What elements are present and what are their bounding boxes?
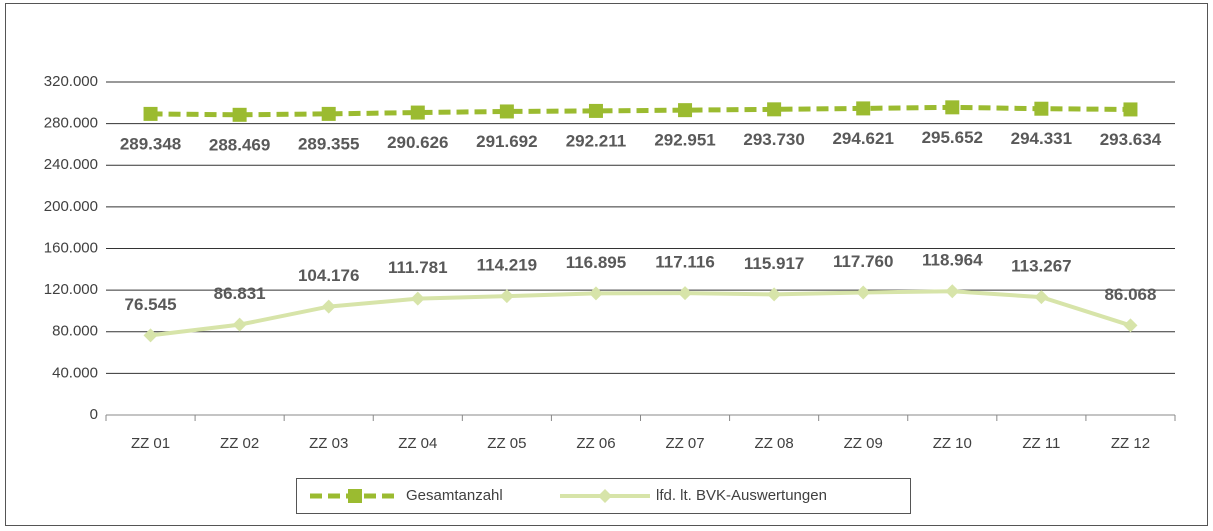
y-tick-label: 200.000 <box>44 198 98 215</box>
y-tick-label: 80.000 <box>52 323 98 340</box>
y-tick-label: 160.000 <box>44 239 98 256</box>
point <box>143 106 158 121</box>
data-label: 117.760 <box>833 252 894 271</box>
y-tick-label: 320.000 <box>44 73 98 90</box>
x-tick-label: ZZ 11 <box>1022 435 1060 452</box>
data-label: 113.267 <box>1011 257 1072 276</box>
point <box>410 291 425 306</box>
y-tick-label: 240.000 <box>44 156 98 173</box>
data-label: 86.068 <box>1104 285 1156 304</box>
data-label: 292.951 <box>654 131 715 150</box>
y-tick-label: 0 <box>90 406 98 423</box>
point <box>945 284 960 299</box>
point <box>588 286 603 301</box>
legend-label: Gesamtanzahl <box>406 487 503 504</box>
point <box>321 299 336 314</box>
data-label: 291.692 <box>476 132 537 151</box>
data-label: 118.964 <box>922 251 983 270</box>
data-label: 288.469 <box>209 135 270 154</box>
series-line <box>150 104 1131 118</box>
x-tick-label: ZZ 08 <box>755 435 794 452</box>
point <box>856 101 871 116</box>
data-label: 292.211 <box>566 131 627 150</box>
data-label: 289.355 <box>298 134 359 153</box>
data-label: 116.895 <box>566 253 627 272</box>
legend-label: lfd. lt. BVK-Auswertungen <box>656 487 827 504</box>
point <box>321 106 336 121</box>
point <box>143 328 158 343</box>
point <box>1034 101 1049 116</box>
data-label: 294.621 <box>832 129 893 148</box>
point <box>1034 290 1049 305</box>
point <box>678 286 693 301</box>
point <box>232 107 247 122</box>
x-tick-label: ZZ 04 <box>398 435 437 452</box>
point <box>767 287 782 302</box>
data-label: 86.831 <box>214 284 266 303</box>
data-label: 293.730 <box>743 130 804 149</box>
x-tick-label: ZZ 02 <box>220 435 259 452</box>
x-tick-label: ZZ 03 <box>309 435 348 452</box>
data-label: 76.545 <box>125 295 177 314</box>
point <box>232 317 247 332</box>
point <box>1123 102 1138 117</box>
point <box>945 100 960 115</box>
y-tick-label: 120.000 <box>44 281 98 298</box>
data-label: 295.652 <box>922 128 983 147</box>
point <box>1123 318 1138 333</box>
data-label: 294.331 <box>1011 129 1072 148</box>
legend-marker <box>598 489 612 503</box>
point <box>767 102 782 117</box>
data-label: 117.116 <box>655 253 715 272</box>
x-tick-label: ZZ 09 <box>844 435 883 452</box>
x-tick-label: ZZ 06 <box>576 435 615 452</box>
point <box>499 104 514 119</box>
data-label: 114.219 <box>477 256 538 275</box>
point <box>588 103 603 118</box>
x-tick-label: ZZ 07 <box>665 435 704 452</box>
y-tick-label: 40.000 <box>52 364 98 381</box>
series-line <box>150 289 1132 338</box>
data-label: 104.176 <box>298 266 359 285</box>
data-label: 115.917 <box>744 254 805 273</box>
x-tick-label: ZZ 01 <box>131 435 170 452</box>
legend-marker <box>348 489 362 503</box>
data-label: 293.634 <box>1100 130 1162 149</box>
point <box>856 285 871 300</box>
point <box>410 105 425 120</box>
x-tick-label: ZZ 12 <box>1111 435 1150 452</box>
y-tick-label: 280.000 <box>44 115 98 132</box>
x-tick-label: ZZ 05 <box>487 435 526 452</box>
data-label: 290.626 <box>387 133 448 152</box>
chart-border <box>5 3 1208 526</box>
x-tick-label: ZZ 10 <box>933 435 972 452</box>
data-label: 111.781 <box>388 258 448 277</box>
point <box>678 103 693 118</box>
point <box>499 289 514 304</box>
data-label: 289.348 <box>120 134 181 153</box>
